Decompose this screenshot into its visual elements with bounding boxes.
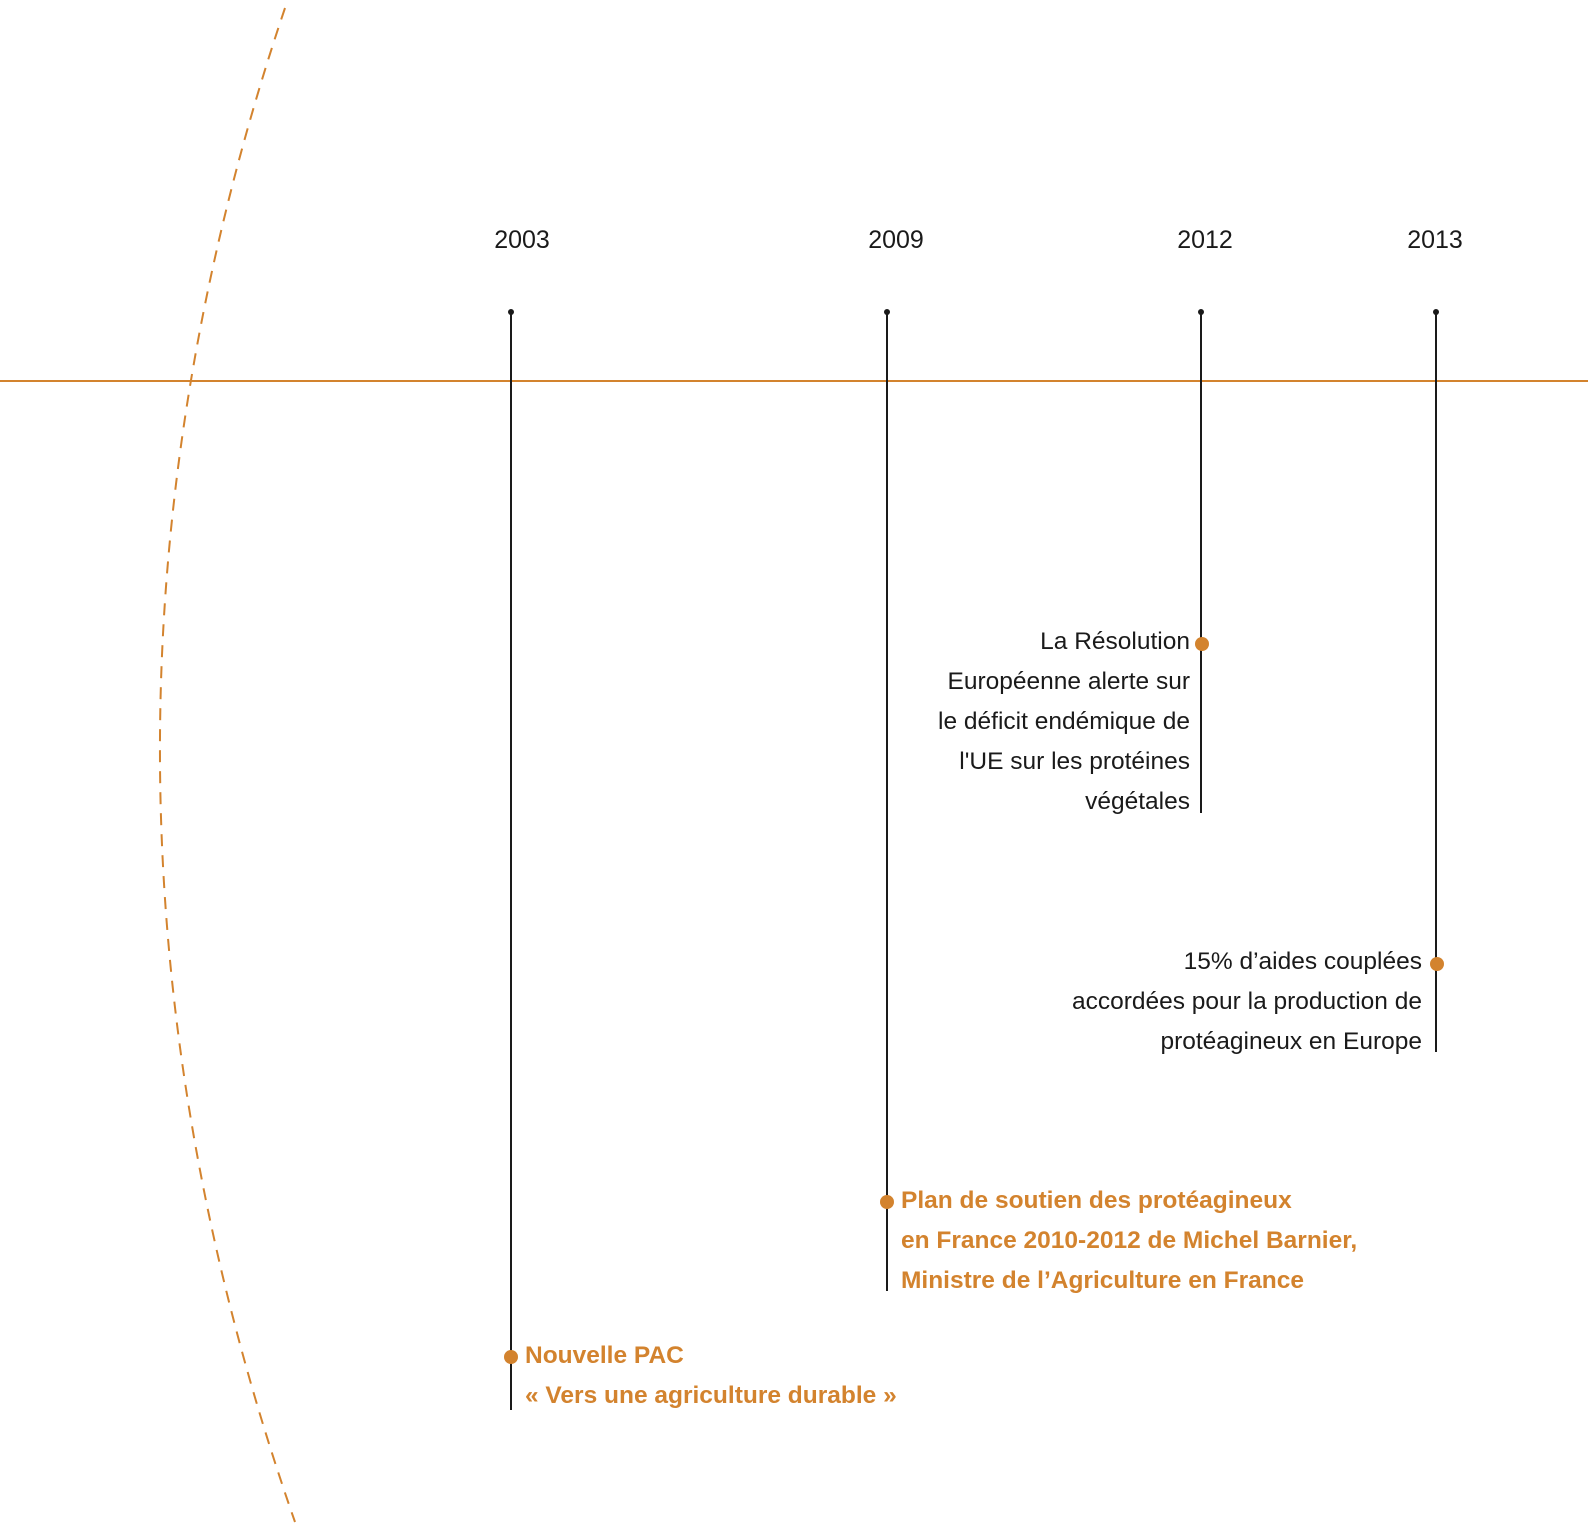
event-text-2013: 15% d’aides couplées accordées pour la p… [1072,942,1422,1062]
event-line: l'UE sur les protéines [959,748,1190,775]
event-line: 15% d’aides couplées [1183,948,1422,975]
stem-2013 [1435,312,1437,1052]
event-line: Plan de soutien des protéagineux [901,1187,1292,1214]
stem-2009 [886,312,888,1291]
stem-2003 [510,312,512,1410]
year-label-2009: 2009 [868,226,924,254]
event-dot-2012 [1195,637,1209,651]
event-dot-2003 [504,1350,518,1364]
timeline-axis [0,380,1588,382]
event-text-2009: Plan de soutien des protéagineux en Fran… [901,1181,1357,1301]
event-line: Ministre de l’Agriculture en France [901,1267,1304,1294]
event-text-2012: La Résolution Européenne alerte sur le d… [938,622,1190,822]
event-dot-2009 [880,1195,894,1209]
event-line: « Vers une agriculture durable » [525,1382,897,1409]
year-label-2003: 2003 [494,226,550,254]
event-dot-2013 [1430,957,1444,971]
event-line: le déficit endémique de [938,708,1190,735]
event-line: protéagineux en Europe [1160,1028,1422,1055]
stem-2012 [1200,312,1202,813]
event-line: accordées pour la production de [1071,988,1422,1015]
year-label-2012: 2012 [1177,226,1233,254]
event-text-2003: Nouvelle PAC « Vers une agriculture dura… [525,1336,897,1416]
event-line: végétales [1085,788,1190,815]
event-line: Nouvelle PAC [525,1342,684,1369]
event-line: en France 2010-2012 de Michel Barnier, [901,1227,1358,1254]
year-label-2013: 2013 [1407,226,1463,254]
event-line: Européenne alerte sur [947,668,1190,695]
event-line: La Résolution [1040,628,1190,655]
